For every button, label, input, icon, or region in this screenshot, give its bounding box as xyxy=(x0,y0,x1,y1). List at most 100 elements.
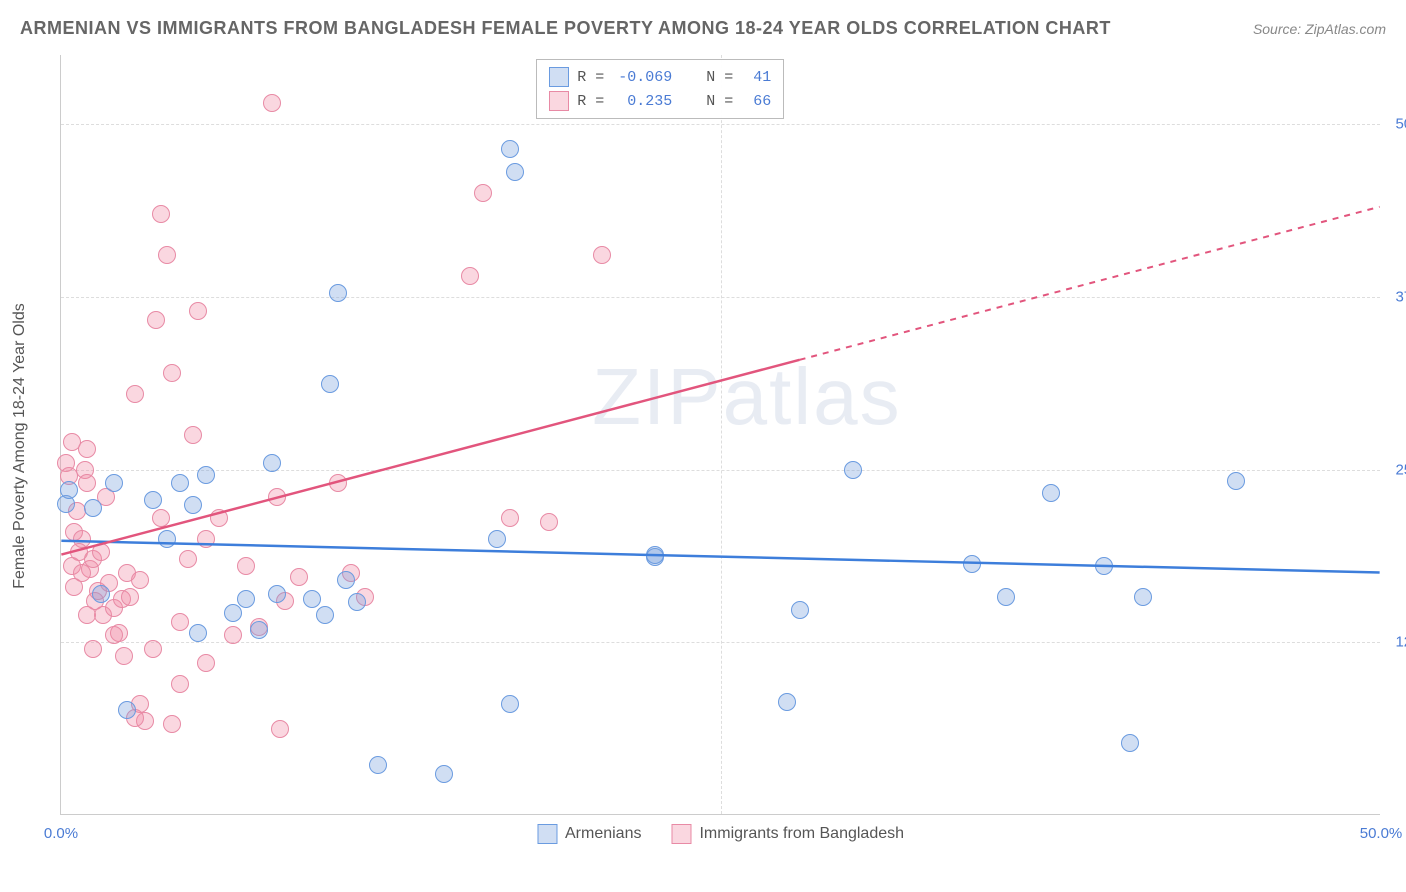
scatter-point xyxy=(144,491,162,509)
legend-swatch xyxy=(537,824,557,844)
source-label: Source: ZipAtlas.com xyxy=(1253,21,1386,37)
n-label: N = xyxy=(706,93,733,110)
scatter-point xyxy=(963,555,981,573)
scatter-point xyxy=(348,593,366,611)
scatter-point xyxy=(1121,734,1139,752)
scatter-point xyxy=(78,440,96,458)
scatter-point xyxy=(501,509,519,527)
scatter-point xyxy=(321,375,339,393)
scatter-point xyxy=(263,454,281,472)
scatter-point xyxy=(303,590,321,608)
r-label: R = xyxy=(577,69,604,86)
scatter-point xyxy=(1042,484,1060,502)
scatter-point xyxy=(268,488,286,506)
scatter-point xyxy=(126,385,144,403)
scatter-point xyxy=(501,140,519,158)
r-value: 0.235 xyxy=(612,93,672,110)
scatter-point xyxy=(78,474,96,492)
scatter-point xyxy=(171,474,189,492)
scatter-point xyxy=(197,654,215,672)
legend-series-name: Armenians xyxy=(565,825,641,843)
n-value: 66 xyxy=(741,93,771,110)
scatter-point xyxy=(171,675,189,693)
watermark: ZIPatlas xyxy=(592,351,901,443)
scatter-point xyxy=(171,613,189,631)
x-tick-label: 0.0% xyxy=(44,825,78,842)
r-value: -0.069 xyxy=(612,69,672,86)
scatter-point xyxy=(189,624,207,642)
scatter-point xyxy=(1134,588,1152,606)
scatter-point xyxy=(1227,472,1245,490)
scatter-point xyxy=(237,590,255,608)
legend-bottom: Armenians Immigrants from Bangladesh xyxy=(537,824,904,844)
scatter-point xyxy=(268,585,286,603)
scatter-point xyxy=(646,546,664,564)
scatter-point xyxy=(105,474,123,492)
scatter-point xyxy=(163,364,181,382)
scatter-point xyxy=(197,466,215,484)
y-tick-label: 12.5% xyxy=(1388,634,1406,651)
chart-title: ARMENIAN VS IMMIGRANTS FROM BANGLADESH F… xyxy=(20,18,1111,39)
scatter-point xyxy=(152,509,170,527)
scatter-point xyxy=(263,94,281,112)
legend-stats: R = -0.069 N = 41 R = 0.235 N = 66 xyxy=(536,59,784,119)
scatter-point xyxy=(115,647,133,665)
scatter-point xyxy=(121,588,139,606)
scatter-point xyxy=(92,585,110,603)
scatter-point xyxy=(144,640,162,658)
scatter-point xyxy=(540,513,558,531)
legend-stats-row: R = 0.235 N = 66 xyxy=(549,89,771,113)
n-label: N = xyxy=(706,69,733,86)
scatter-point xyxy=(329,474,347,492)
y-axis-label: Female Poverty Among 18-24 Year Olds xyxy=(11,303,29,589)
scatter-point xyxy=(237,557,255,575)
scatter-point xyxy=(329,284,347,302)
r-label: R = xyxy=(577,93,604,110)
scatter-point xyxy=(791,601,809,619)
legend-swatch xyxy=(671,824,691,844)
y-tick-label: 37.5% xyxy=(1388,288,1406,305)
scatter-point xyxy=(271,720,289,738)
scatter-point xyxy=(131,571,149,589)
scatter-point xyxy=(593,246,611,264)
scatter-point xyxy=(163,715,181,733)
scatter-point xyxy=(189,302,207,320)
scatter-point xyxy=(184,496,202,514)
y-tick-label: 50.0% xyxy=(1388,116,1406,133)
scatter-point xyxy=(506,163,524,181)
scatter-point xyxy=(147,311,165,329)
scatter-point xyxy=(778,693,796,711)
scatter-point xyxy=(179,550,197,568)
scatter-point xyxy=(435,765,453,783)
scatter-point xyxy=(316,606,334,624)
legend-item: Armenians xyxy=(537,824,641,844)
scatter-point xyxy=(197,530,215,548)
scatter-point xyxy=(501,695,519,713)
scatter-point xyxy=(224,604,242,622)
scatter-point xyxy=(73,564,91,582)
scatter-point xyxy=(844,461,862,479)
legend-swatch xyxy=(549,67,569,87)
scatter-point xyxy=(250,621,268,639)
scatter-point xyxy=(369,756,387,774)
scatter-point xyxy=(337,571,355,589)
x-tick-label: 50.0% xyxy=(1360,825,1403,842)
scatter-point xyxy=(997,588,1015,606)
scatter-point xyxy=(1095,557,1113,575)
scatter-point xyxy=(84,640,102,658)
plot-area: ZIPatlas ArmeniansImmigrants from Bangla… xyxy=(60,55,1380,815)
scatter-point xyxy=(210,509,228,527)
scatter-point xyxy=(184,426,202,444)
legend-swatch xyxy=(549,91,569,111)
scatter-point xyxy=(60,481,78,499)
scatter-point xyxy=(92,543,110,561)
scatter-point xyxy=(118,701,136,719)
scatter-point xyxy=(488,530,506,548)
n-value: 41 xyxy=(741,69,771,86)
scatter-point xyxy=(474,184,492,202)
scatter-point xyxy=(84,499,102,517)
legend-item: Immigrants from Bangladesh xyxy=(671,824,904,844)
scatter-point xyxy=(224,626,242,644)
scatter-point xyxy=(78,606,96,624)
scatter-point xyxy=(158,246,176,264)
